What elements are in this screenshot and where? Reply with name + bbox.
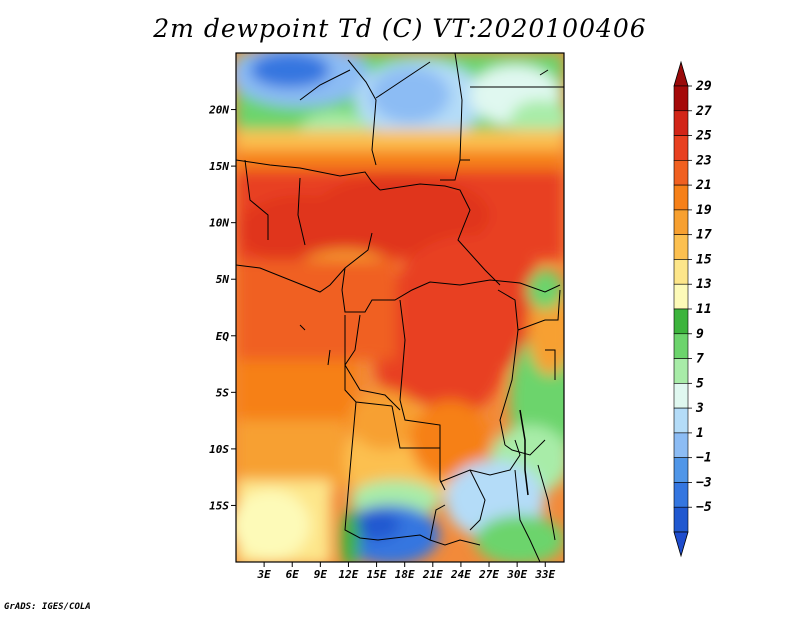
colorbar-label: −5 xyxy=(696,500,712,515)
map-title: 2m dewpoint Td (C) VT:2020100406 xyxy=(153,14,647,43)
lon-tick-label: 33E xyxy=(534,568,555,581)
lat-tick-label: EQ xyxy=(216,330,230,343)
colorbar-label: 9 xyxy=(696,327,704,342)
lat-tick-label: 20N xyxy=(208,104,229,117)
colorbar-max-arrow xyxy=(673,60,689,87)
colorbar-swatch xyxy=(673,283,689,310)
colorbar-label: 29 xyxy=(695,79,712,94)
lat-tick-label: 5S xyxy=(216,386,230,399)
colorbar-swatch xyxy=(673,457,689,483)
colorbar-legend: 29 27 25 23 21 19 17 15 13 11 9 7 5 3 1 −1 −3 −5 xyxy=(673,60,712,558)
colorbar-label: 21 xyxy=(695,178,712,193)
colorbar-swatch xyxy=(673,135,689,161)
credit-footer: GrADS: IGES/COLA xyxy=(4,602,91,612)
colorbar-label: −3 xyxy=(696,475,712,490)
colorbar-label: 23 xyxy=(695,153,712,168)
lon-tick-label: 18E xyxy=(395,568,415,581)
colorbar-swatch xyxy=(673,234,689,260)
colorbar-swatch xyxy=(673,209,689,235)
longitude-axis: 3E 6E 9E 12E 15E 18E 21E 24E 27E 30E 33E xyxy=(256,562,556,581)
lon-tick-label: 6E xyxy=(286,568,300,581)
lon-tick-label: 24E xyxy=(450,568,471,581)
colorbar-swatch xyxy=(673,308,689,335)
lon-tick-label: 15E xyxy=(367,568,387,581)
colorbar-swatch xyxy=(673,259,689,285)
colorbar-label: 27 xyxy=(695,104,712,119)
latitude-axis: 20N 15N 10N 5N EQ 5S 10S 15S xyxy=(208,104,236,512)
lon-tick-label: 9E xyxy=(314,568,328,581)
colorbar-swatch xyxy=(673,358,689,384)
lon-tick-label: 30E xyxy=(506,568,527,581)
colorbar-label: 19 xyxy=(696,203,712,218)
colorbar-label: 7 xyxy=(696,352,704,367)
colorbar-label: 25 xyxy=(695,129,712,144)
colorbar-label: 3 xyxy=(695,401,704,416)
colorbar-label: 13 xyxy=(696,277,712,292)
colorbar-swatch xyxy=(673,160,689,186)
colorbar-swatch xyxy=(673,482,689,508)
colorbar-label: 11 xyxy=(696,302,712,317)
lon-tick-label: 3E xyxy=(256,568,271,581)
colorbar-swatch xyxy=(673,432,689,458)
lat-tick-label: 15N xyxy=(209,160,229,173)
lat-tick-label: 15S xyxy=(209,499,229,512)
colorbar-label: 5 xyxy=(696,376,704,391)
colorbar-swatch xyxy=(673,407,689,434)
colorbar-swatch xyxy=(673,184,689,211)
lon-tick-label: 27E xyxy=(478,568,499,581)
lat-tick-label: 10N xyxy=(209,217,229,230)
colorbar-label: 17 xyxy=(696,228,712,243)
lat-tick-label: 10S xyxy=(209,443,229,456)
colorbar-swatch xyxy=(673,383,689,409)
map-frame xyxy=(235,52,565,563)
country-borders xyxy=(235,52,564,563)
lon-tick-label: 12E xyxy=(339,568,359,581)
dewpoint-field xyxy=(236,53,564,562)
lon-tick-label: 21E xyxy=(422,568,443,581)
colorbar-label: 15 xyxy=(696,252,712,267)
colorbar-label: −1 xyxy=(696,451,712,466)
colorbar-swatch xyxy=(673,110,689,136)
colorbar-min-arrow xyxy=(673,531,689,558)
colorbar-swatch xyxy=(673,506,689,533)
colorbar-label: 1 xyxy=(696,426,704,441)
colorbar-swatch xyxy=(673,85,689,112)
colorbar-swatch xyxy=(673,333,689,359)
lat-tick-label: 5N xyxy=(216,273,230,286)
